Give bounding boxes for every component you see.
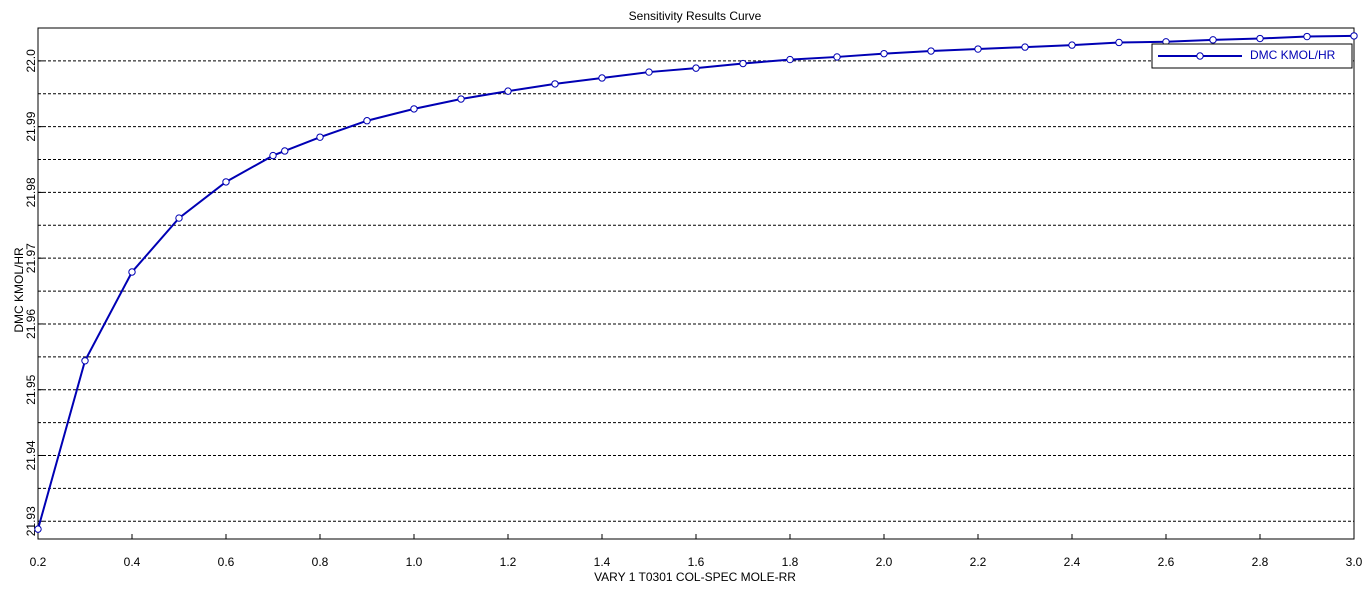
data-point: [410, 105, 418, 113]
data-point: [1209, 36, 1217, 44]
data-point: [457, 95, 465, 103]
data-point: [739, 59, 747, 68]
x-tick-label: 1.8: [782, 555, 799, 569]
x-tick-label: 0.6: [218, 555, 235, 569]
x-axis-label: VARY 1 T0301 COL-SPEC MOLE-RR: [594, 570, 796, 584]
data-point: [34, 525, 42, 533]
plot-frame: [37, 27, 1355, 540]
x-tick-label: 2.0: [876, 555, 893, 569]
y-tick-label: 21.96: [24, 309, 38, 339]
data-point: [974, 45, 982, 53]
data-point: [81, 357, 89, 365]
data-point: [363, 117, 371, 125]
data-point: [927, 47, 935, 55]
data-point: [1068, 41, 1076, 49]
x-tick-label: 2.6: [1158, 555, 1175, 569]
data-point: [269, 151, 277, 160]
y-tick-label: 22.0: [24, 49, 38, 73]
data-point: [222, 178, 230, 186]
data-point: [692, 64, 700, 72]
data-point: [833, 53, 841, 61]
x-tick-label: 1.2: [500, 555, 517, 569]
data-point: [598, 74, 606, 82]
legend-label: DMC KMOL/HR: [1250, 48, 1336, 62]
x-tick-label: 1.6: [688, 555, 705, 569]
x-tick-label: 1.0: [406, 555, 423, 569]
data-point: [175, 214, 183, 222]
y-tick-label: 21.99: [24, 111, 38, 141]
x-tick-label: 1.4: [594, 555, 611, 569]
data-point: [281, 147, 289, 155]
y-tick-label: 21.97: [24, 243, 38, 273]
data-point: [880, 49, 888, 58]
y-tick-label: 21.95: [24, 374, 38, 404]
data-point: [645, 68, 653, 76]
data-point: [551, 80, 559, 88]
x-tick-label: 2.4: [1064, 555, 1081, 569]
data-point: [316, 133, 324, 141]
legend-marker: [1196, 52, 1204, 60]
data-point: [1350, 32, 1358, 40]
x-tick-label: 0.8: [312, 555, 329, 569]
data-point: [1303, 32, 1311, 41]
x-tick-label: 2.2: [970, 555, 987, 569]
data-point: [786, 55, 794, 64]
y-tick-label: 21.94: [24, 440, 38, 470]
y-tick-label: 21.98: [24, 177, 38, 207]
x-tick-label: 2.8: [1252, 555, 1269, 569]
data-line: [37, 34, 1355, 530]
data-point: [128, 268, 136, 276]
data-point: [504, 87, 512, 95]
data-point: [1115, 38, 1123, 47]
x-tick-label: 0.4: [124, 555, 141, 569]
x-tick-label: 0.2: [30, 555, 47, 569]
chart-title: Sensitivity Results Curve: [629, 9, 762, 23]
y-axis-label: DMC KMOL/HR: [12, 247, 26, 333]
data-point: [1021, 43, 1029, 51]
data-point: [1256, 34, 1264, 43]
x-tick-label: 3.0: [1346, 555, 1363, 569]
